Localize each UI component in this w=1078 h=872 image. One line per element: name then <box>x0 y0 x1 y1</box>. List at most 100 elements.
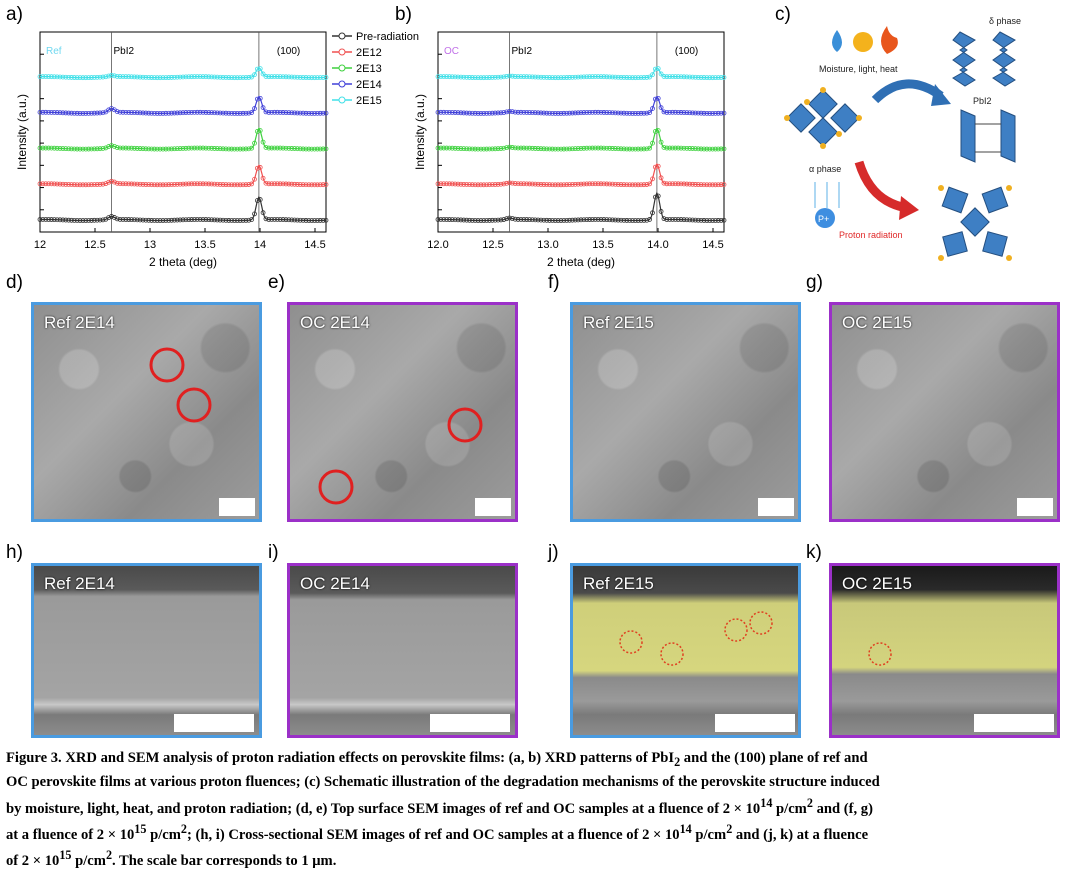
data-point <box>638 146 644 152</box>
data-point <box>558 218 564 223</box>
data-point <box>558 146 564 152</box>
data-point <box>447 217 452 222</box>
data-point <box>567 217 572 223</box>
blue-arrow <box>871 79 944 104</box>
scale-bar <box>430 714 510 732</box>
data-point <box>109 106 114 111</box>
data-point <box>43 109 49 115</box>
data-point <box>527 217 532 223</box>
data-point <box>272 181 277 187</box>
data-point <box>441 74 447 80</box>
data-point <box>280 145 286 151</box>
data-point <box>544 110 550 116</box>
data-point <box>478 75 484 81</box>
data-point <box>661 180 667 186</box>
data-point <box>203 74 209 80</box>
data-point <box>226 110 232 116</box>
data-point <box>289 110 295 116</box>
data-point <box>240 75 246 81</box>
data-point <box>209 217 215 223</box>
data-point <box>701 110 707 116</box>
data-point <box>601 217 607 222</box>
data-point <box>243 146 249 152</box>
panel-label-f: f) <box>548 272 560 293</box>
data-point <box>86 75 92 81</box>
data-point <box>209 181 215 187</box>
data-point <box>612 146 618 151</box>
data-point <box>123 145 129 151</box>
data-point <box>715 182 721 188</box>
defect-markers-j <box>619 611 773 666</box>
data-point <box>441 217 447 222</box>
data-point <box>126 74 132 80</box>
data-point <box>260 175 266 181</box>
data-point <box>74 75 80 81</box>
data-point <box>641 146 647 152</box>
data-point <box>186 110 192 115</box>
data-point <box>292 181 297 187</box>
data-point <box>587 110 592 115</box>
x-tick-label: 12 <box>34 239 46 251</box>
data-point <box>467 75 472 80</box>
data-point <box>172 182 177 187</box>
data-point <box>675 217 681 222</box>
data-point <box>180 217 186 223</box>
data-point <box>590 74 595 80</box>
data-point <box>647 217 653 222</box>
data-point <box>200 181 206 187</box>
data-point <box>317 218 323 223</box>
data-point <box>638 218 644 223</box>
data-point <box>117 145 123 151</box>
data-point <box>713 75 718 81</box>
data-point <box>140 217 146 223</box>
data-point <box>249 145 255 151</box>
data-point <box>80 75 86 81</box>
data-point <box>229 146 235 152</box>
data-point <box>549 110 555 116</box>
data-point <box>146 75 152 80</box>
data-point <box>618 74 624 80</box>
data-point <box>89 146 94 152</box>
data-point <box>641 110 647 116</box>
data-point <box>438 109 444 115</box>
data-point <box>71 182 77 188</box>
data-point <box>604 217 610 223</box>
data-point <box>120 145 126 151</box>
data-point <box>467 182 472 187</box>
data-point <box>632 110 638 116</box>
data-point <box>541 217 547 223</box>
data-point <box>194 181 200 187</box>
data-point <box>441 181 447 187</box>
data-point <box>214 74 220 80</box>
data-point <box>117 109 123 115</box>
data-point <box>581 74 587 80</box>
data-point <box>151 146 157 152</box>
data-point <box>97 110 103 116</box>
sem-cross-h: Ref 2E14 <box>31 563 262 738</box>
data-point <box>257 165 263 170</box>
data-point <box>698 217 704 223</box>
data-point <box>675 181 681 187</box>
data-point <box>300 75 306 80</box>
data-point <box>154 182 160 188</box>
data-point <box>590 217 595 222</box>
data-point <box>197 74 203 80</box>
data-point <box>632 75 638 81</box>
data-point <box>274 145 280 151</box>
data-point <box>186 74 192 80</box>
sem-label-g: OC 2E15 <box>842 313 912 332</box>
data-point <box>529 145 535 151</box>
scale-bar <box>974 714 1054 732</box>
data-point <box>49 74 54 80</box>
data-point <box>524 217 530 222</box>
data-point <box>292 110 297 116</box>
data-point <box>252 72 257 78</box>
data-point <box>464 110 469 116</box>
data-point <box>137 110 143 116</box>
data-point <box>612 217 618 223</box>
data-point <box>300 110 306 116</box>
data-point <box>46 217 51 222</box>
data-point <box>60 181 66 187</box>
data-point <box>274 109 280 115</box>
data-point <box>120 181 126 187</box>
